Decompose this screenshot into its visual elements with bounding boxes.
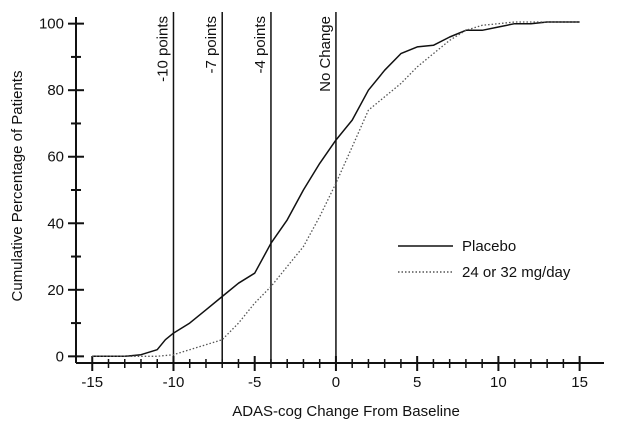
y-axis-title: Cumulative Percentage of Patients	[9, 71, 26, 302]
y-tick-label: 60	[47, 149, 64, 166]
x-tick-label: 15	[571, 374, 588, 391]
reference-line-label: -10 points	[154, 16, 171, 82]
x-tick-label: 10	[490, 374, 507, 391]
x-tick-label: 0	[332, 374, 340, 391]
legend: Placebo 24 or 32 mg/day	[398, 238, 571, 281]
y-tick-label: 40	[47, 215, 64, 232]
legend-label: Placebo	[462, 238, 516, 255]
reference-lines-layer: -10 points -7 points -4 points No Change	[154, 12, 335, 363]
legend-label: 24 or 32 mg/day	[462, 264, 571, 281]
x-axis-title: ADAS-cog Change From Baseline	[232, 403, 460, 420]
reference-line-label: -7 points	[203, 16, 220, 74]
x-tick-label: 5	[413, 374, 421, 391]
x-tick-label: -10	[163, 374, 185, 391]
x-tick-label: -5	[248, 374, 261, 391]
x-tick-label: -15	[81, 374, 103, 391]
y-tick-label: 100	[39, 16, 64, 33]
y-tick-label: 80	[47, 82, 64, 99]
y-tick-label: 0	[56, 348, 64, 365]
y-tick-label: 20	[47, 282, 64, 299]
reference-line-label: -4 points	[252, 16, 269, 74]
reference-line-label: No Change	[317, 16, 334, 92]
